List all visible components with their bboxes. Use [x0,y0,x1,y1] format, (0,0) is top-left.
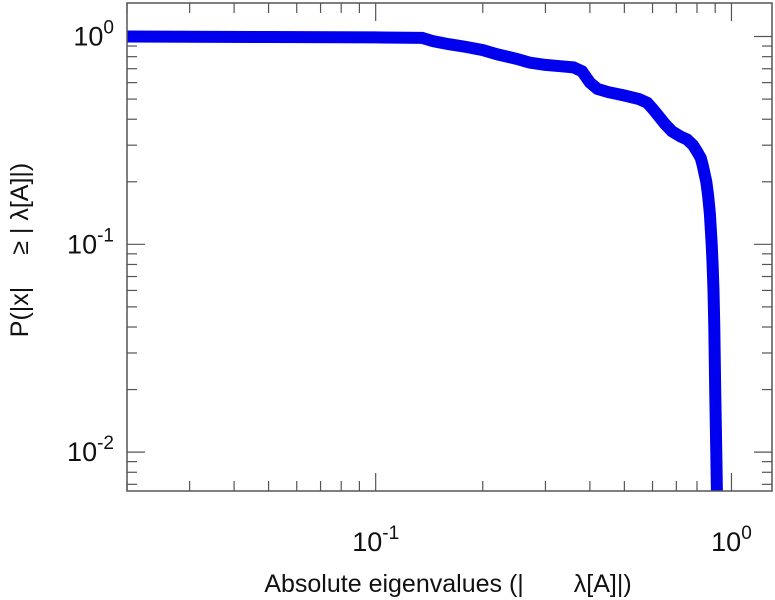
x-axis-title: Absolute eigenvalues (| λ[A]|) [264,570,631,598]
y-tick-label: 10-2 [67,433,114,467]
x-tick-label: 10-1 [352,523,399,557]
tick-marks [126,3,772,491]
y-axis-title: P(|x| ≥ | λ[A]|) [6,163,34,337]
tick-labels: 10-1 100 100 10-1 10-2 [67,18,752,557]
plot-frame [126,2,773,492]
ccdf-series-line [126,30,723,492]
y-tick-label: 10-1 [67,225,114,259]
x-tick-label: 100 [711,523,752,557]
y-tick-label: 100 [73,18,114,52]
